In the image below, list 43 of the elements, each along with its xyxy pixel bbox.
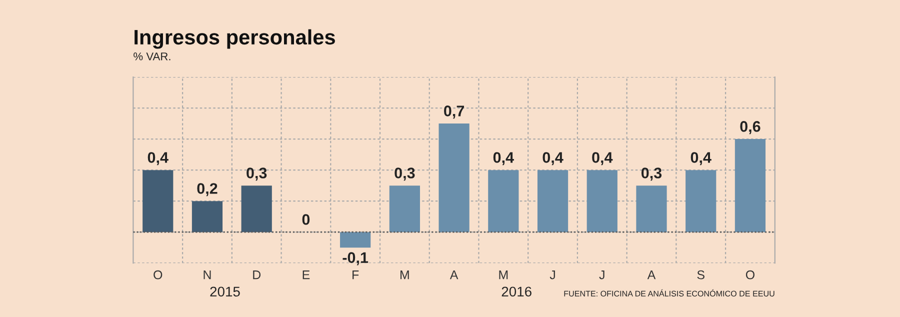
source-note: FUENTE: OFICINA DE ANÁLISIS ECONÓMICO DE EEUU [564,289,774,296]
x-tick-label: M [400,270,409,280]
bar [241,186,272,232]
data-label: 0,4 [690,152,712,166]
bar [488,170,519,232]
data-label: 0,4 [148,152,168,166]
x-tick-label: O [746,270,754,280]
x-tick-label: N [204,270,211,280]
x-tick-label: A [647,270,656,280]
data-label: 0,4 [542,152,564,166]
text: 2015 [210,286,240,297]
data-label: 0,3 [246,168,267,181]
bar [686,170,716,232]
bar [340,232,371,248]
x-tick-label: J [599,270,604,280]
bar [636,186,667,232]
data-label: 0,7 [444,106,464,119]
data-label: 0,2 [197,183,218,196]
x-tick-label: E [302,270,310,280]
bar [192,201,223,232]
data-label: -0,1 [342,252,368,266]
x-tick-label: D [253,270,261,280]
data-label: 0,3 [394,168,415,181]
bar [389,186,420,232]
data-label: 0,4 [592,152,613,166]
bar [734,139,766,232]
chart-subtitle: % VAR. [134,52,170,60]
text: 2016 [502,286,532,297]
x-tick-label: F [352,270,359,280]
data-label: 0,6 [740,121,760,134]
data-label: 0,3 [641,168,662,181]
bar [586,170,618,232]
x-tick-label: M [499,270,508,280]
bar [142,170,174,232]
bar [537,170,568,232]
chart-title: Ingresos personales [134,29,335,49]
x-tick-label: O [154,270,162,280]
bar [438,124,470,232]
data-label: 0,4 [493,152,514,166]
x-tick-label: A [450,270,458,280]
x-tick-label: S [697,270,704,280]
data-label: 0 [302,214,310,225]
x-tick-label: J [550,270,555,280]
